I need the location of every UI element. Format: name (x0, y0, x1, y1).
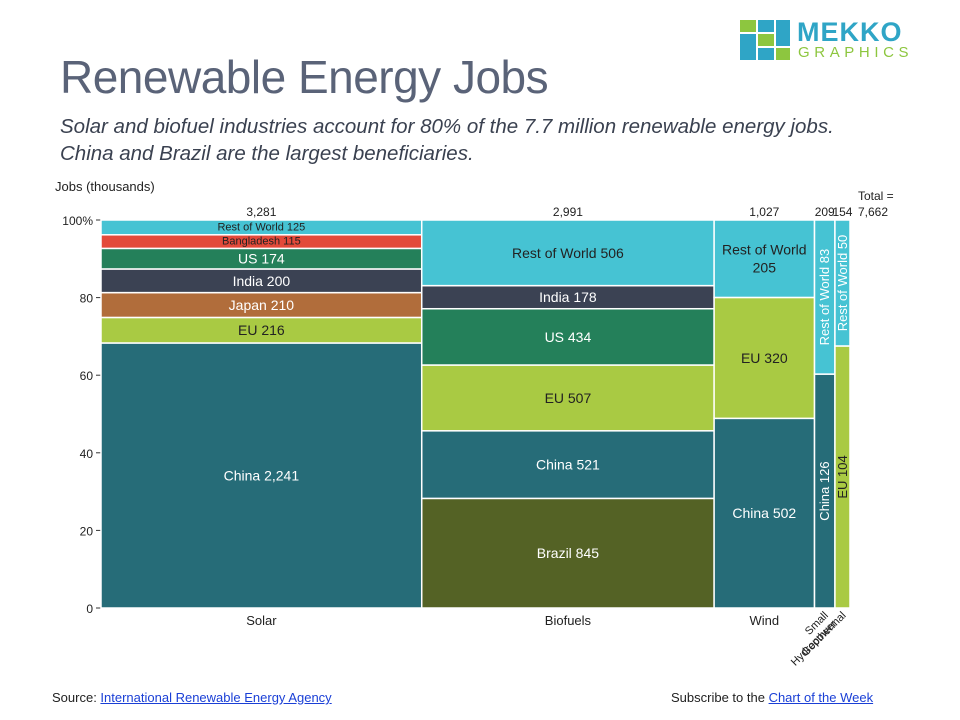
data-label-wind-eu: EU 320 (741, 350, 788, 366)
logo-grid-icon (740, 20, 790, 60)
segment-solar-china (100, 342, 423, 609)
source-note: Source: International Renewable Energy A… (52, 690, 332, 705)
page-subtitle: Solar and biofuel industries account for… (60, 115, 834, 165)
segment-wind-rest-of-world (713, 219, 816, 299)
data-label-solar-rest-of-world: Rest of World 125 (217, 221, 305, 233)
y-tick-label: 40 (80, 447, 94, 461)
data-label-biofuels-eu: EU 507 (545, 390, 592, 406)
data-label-solar-bangladesh: Bangladesh 115 (222, 236, 301, 248)
logo-word-mekko: MEKKO (797, 17, 903, 47)
x-category-label-wind: Wind (750, 613, 780, 628)
column-total-biofuels: 2,991 (553, 205, 583, 219)
data-label-biofuels-rest-of-world: Rest of World 506 (512, 245, 624, 261)
column-total-wind: 1,027 (749, 205, 779, 219)
y-tick-label: 60 (80, 369, 94, 383)
grand-total-value: 7,662 (858, 205, 888, 219)
y-tick-label: 0 (86, 602, 93, 616)
y-axis-label: Jobs (thousands) (55, 179, 155, 194)
chart-of-the-week-link[interactable]: Chart of the Week (768, 690, 874, 705)
subscribe-note: Subscribe to the Chart of the Week (671, 690, 873, 705)
data-label-solar-japan: Japan 210 (229, 297, 295, 313)
segment-solar-japan (100, 291, 423, 319)
data-label-biofuels-us: US 434 (545, 329, 592, 345)
data-label-solar-eu: EU 216 (238, 322, 285, 338)
y-tick-label: 100% (62, 214, 93, 228)
data-label-solar-india: India 200 (233, 273, 291, 289)
data-label-geothermal-rest-of-world: Rest of World 50 (835, 235, 850, 332)
segment-geothermal-rest-of-world (834, 219, 851, 347)
data-label-biofuels-china: China 521 (536, 457, 600, 473)
source-label: Source: (52, 690, 101, 705)
y-tick-label: 20 (80, 524, 94, 538)
segment-biofuels-china (420, 430, 715, 500)
data-label-small-hydropower-china: China 126 (817, 461, 832, 520)
grand-total-label: Total = (858, 189, 894, 203)
data-label-solar-us: US 174 (238, 251, 285, 267)
data-label-solar-china: China 2,241 (224, 467, 300, 483)
data-label-wind-rest-of-world: Rest of World 205 (722, 242, 807, 276)
x-category-label-biofuels: Biofuels (545, 613, 592, 628)
column-total-solar: 3,281 (246, 205, 276, 219)
source-link[interactable]: International Renewable Energy Agency (100, 690, 332, 705)
data-label-biofuels-india: India 178 (539, 289, 597, 305)
segment-wind-china (713, 417, 816, 609)
page-title: Renewable Energy Jobs (60, 51, 549, 103)
segment-biofuels-rest-of-world (420, 219, 715, 287)
x-category-label-solar: Solar (246, 613, 277, 628)
column-total-small-hydropower: 209 (815, 205, 835, 219)
segment-biofuels-us (420, 307, 715, 366)
subscribe-label: Subscribe to the (671, 690, 769, 705)
data-label-small-hydropower-rest-of-world: Rest of World 83 (817, 249, 832, 346)
data-label-wind-china: China 502 (732, 505, 796, 521)
y-tick-label: 80 (80, 292, 94, 306)
data-label-biofuels-brazil: Brazil 845 (537, 545, 599, 561)
data-label-geothermal-eu: EU 104 (835, 455, 850, 498)
logo-word-graphics: GRAPHICS (798, 44, 914, 61)
segment-biofuels-eu (420, 364, 715, 432)
segment-biofuels-brazil (420, 497, 715, 609)
column-total-geothermal: 154 (832, 205, 852, 219)
mekko-graphics-logo: MEKKO GRAPHICS (740, 17, 940, 65)
